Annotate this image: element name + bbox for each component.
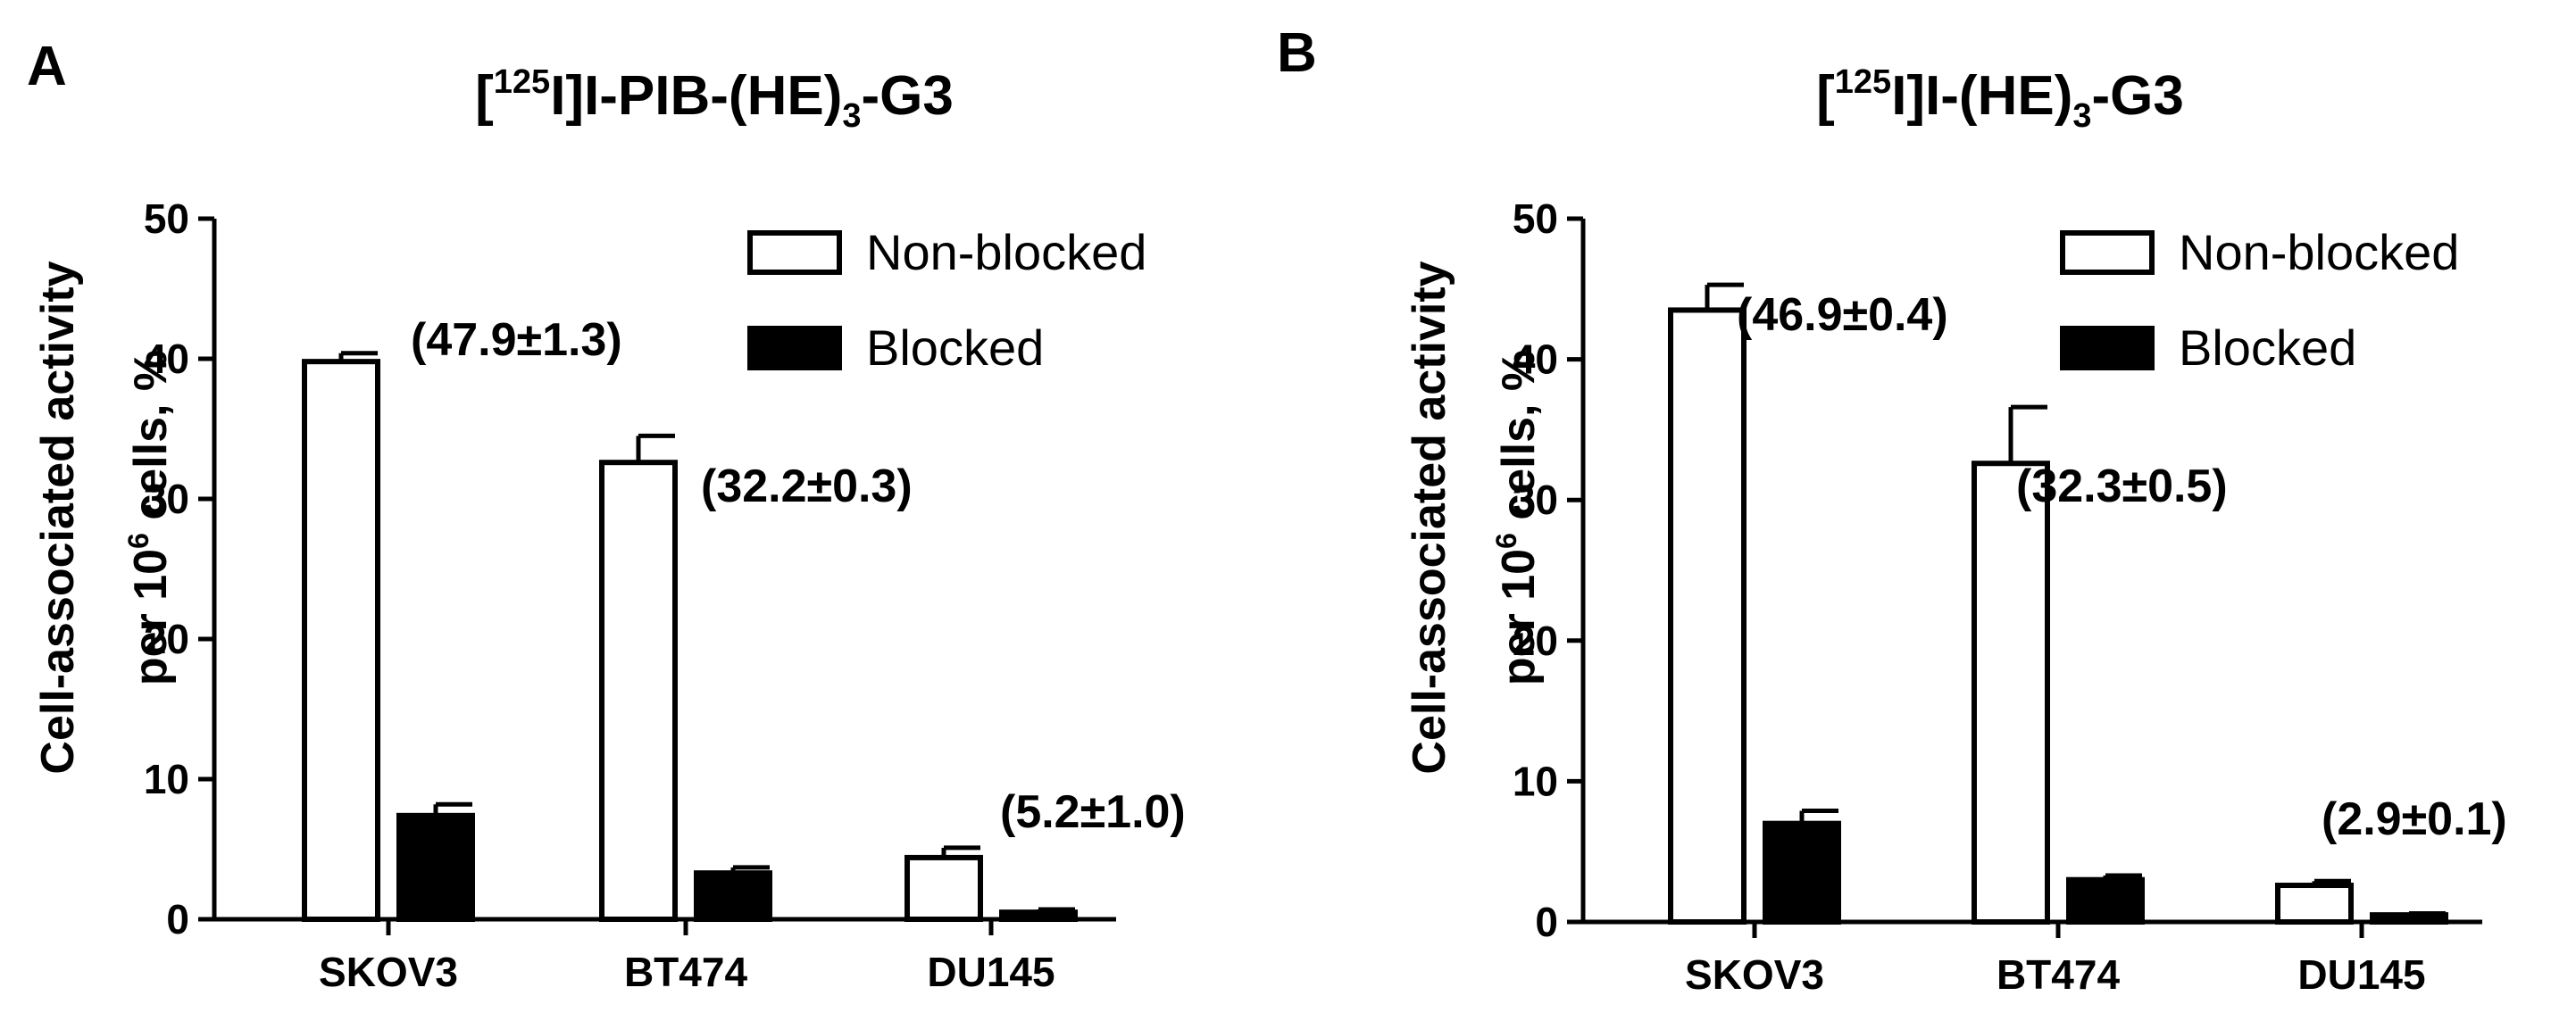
legend-swatch-blocked bbox=[747, 326, 842, 370]
y-tick-label: 0 bbox=[1535, 899, 1558, 945]
value-annotation: (32.3±0.5) bbox=[2016, 461, 2228, 512]
x-tick-label: BT474 bbox=[1997, 951, 2120, 998]
chart-panel-b: B [125I]I-(HE)3-G3 Cell-associated activit… bbox=[1277, 22, 2507, 998]
bar-blocked-du145 bbox=[2370, 912, 2448, 925]
x-tick-label: SKOV3 bbox=[1685, 951, 1824, 998]
legend-label-non-blocked: Non-blocked bbox=[866, 224, 1146, 280]
value-annotation: (5.2±1.0) bbox=[1000, 786, 1186, 838]
bar-blocked-bt474 bbox=[2066, 876, 2145, 925]
legend-swatch-blocked bbox=[2060, 326, 2155, 370]
value-annotation: (32.2±0.3) bbox=[701, 461, 913, 512]
legend: Non-blocked Blocked bbox=[747, 224, 1146, 376]
value-annotation: (2.9±0.1) bbox=[2322, 793, 2507, 845]
bar-non-blocked-skov3 bbox=[1668, 307, 1747, 925]
y-tick-label: 0 bbox=[166, 896, 189, 942]
value-annotation: (47.9±1.3) bbox=[411, 314, 622, 366]
legend: Non-blocked Blocked bbox=[2060, 224, 2459, 376]
bar-blocked-skov3 bbox=[1763, 820, 1841, 925]
bar-blocked-bt474 bbox=[694, 870, 772, 923]
legend-label-blocked: Blocked bbox=[2179, 320, 2356, 376]
value-annotation: (46.9±0.4) bbox=[1737, 289, 1948, 341]
y-tick-label: 20 bbox=[1513, 618, 1558, 664]
y-axis-title-line2: per 106 cells, % bbox=[122, 350, 177, 685]
y-axis-title-line2: per 106 cells, % bbox=[1490, 350, 1545, 685]
x-tick-label: DU145 bbox=[927, 949, 1055, 995]
legend-label-non-blocked: Non-blocked bbox=[2179, 224, 2459, 280]
y-tick-label: 30 bbox=[144, 476, 189, 522]
y-tick-label: 20 bbox=[144, 616, 189, 662]
bar-blocked-skov3 bbox=[396, 812, 475, 923]
bar-non-blocked-bt474 bbox=[1972, 461, 2050, 925]
y-tick-label: 50 bbox=[144, 195, 189, 242]
chart-title: [125I]I-PIB-(HE)3-G3 bbox=[475, 63, 954, 135]
legend-swatch-non-blocked bbox=[2060, 230, 2155, 275]
panel-label: A bbox=[27, 36, 67, 97]
chart-title: [125I]I-(HE)3-G3 bbox=[1816, 63, 2184, 135]
y-tick-label: 40 bbox=[144, 336, 189, 382]
y-tick-label: 30 bbox=[1513, 477, 1558, 523]
y-tick-label: 10 bbox=[144, 756, 189, 802]
y-axis-title-line1: Cell-associated activity bbox=[1404, 261, 1455, 774]
x-tick-label: SKOV3 bbox=[319, 949, 458, 995]
bar-non-blocked-du145 bbox=[905, 854, 983, 922]
x-tick-label: BT474 bbox=[624, 949, 747, 995]
x-tick-label: DU145 bbox=[2297, 951, 2425, 998]
y-axis-title-line1: Cell-associated activity bbox=[32, 261, 84, 774]
y-tick-label: 10 bbox=[1513, 758, 1558, 804]
chart-panel-a: A [125I]I-PIB-(HE)3-G3 Cell-associated act… bbox=[27, 36, 1186, 995]
bar-non-blocked-skov3 bbox=[302, 359, 380, 922]
legend-swatch-non-blocked bbox=[747, 230, 842, 275]
legend-label-blocked: Blocked bbox=[866, 320, 1044, 376]
bar-non-blocked-du145 bbox=[2275, 883, 2354, 925]
panel-label: B bbox=[1277, 22, 1317, 84]
bar-non-blocked-bt474 bbox=[599, 460, 678, 922]
y-tick-label: 50 bbox=[1513, 195, 1558, 242]
y-tick-label: 40 bbox=[1513, 336, 1558, 383]
bar-blocked-du145 bbox=[999, 909, 1078, 923]
